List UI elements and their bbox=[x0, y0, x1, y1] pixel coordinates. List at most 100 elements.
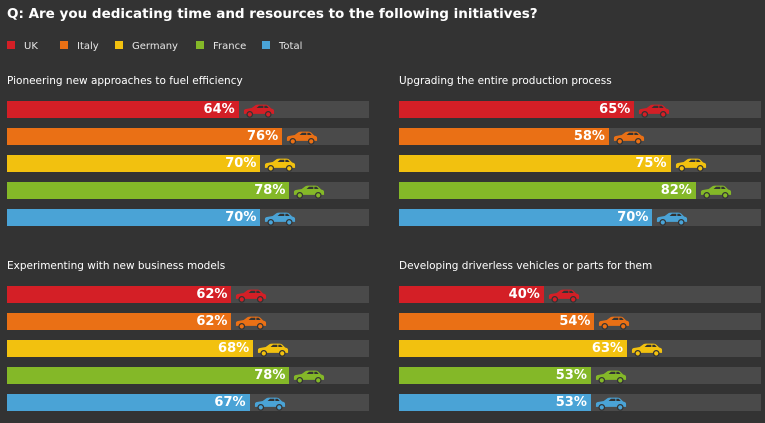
bar-value-label: 82% bbox=[660, 183, 692, 198]
car-icon bbox=[700, 185, 732, 199]
bar-value-label: 40% bbox=[508, 287, 540, 302]
bar-value-label: 70% bbox=[617, 210, 649, 225]
car-icon bbox=[595, 397, 627, 411]
chart-title: Experimenting with new business models bbox=[7, 260, 226, 272]
bar-row-france: 53% bbox=[399, 367, 761, 384]
car-icon bbox=[674, 158, 707, 172]
legend-label-total: Total bbox=[279, 41, 303, 52]
bar-total bbox=[399, 394, 591, 411]
bar-france bbox=[7, 182, 290, 199]
bar-value-label: 78% bbox=[254, 368, 286, 383]
car-icon bbox=[257, 343, 289, 357]
bar-row-italy: 76% bbox=[7, 128, 369, 145]
bar-value-label: 75% bbox=[635, 156, 667, 171]
bar-uk bbox=[7, 286, 232, 303]
bar-value-label: 63% bbox=[591, 341, 624, 356]
bar-row-italy: 62% bbox=[7, 313, 369, 330]
legend-item-uk: UK bbox=[7, 40, 38, 53]
bar-france bbox=[399, 367, 591, 384]
bar-row-italy: 58% bbox=[399, 128, 761, 145]
bar-italy bbox=[399, 313, 595, 330]
bar-total bbox=[399, 209, 653, 226]
bar-row-total: 67% bbox=[7, 394, 369, 411]
bar-france bbox=[7, 367, 290, 384]
legend-item-total: Total bbox=[262, 40, 302, 53]
bar-row-germany: 63% bbox=[399, 340, 761, 357]
bar-value-label: 67% bbox=[214, 395, 246, 410]
car-icon bbox=[264, 212, 297, 226]
bar-row-uk: 40% bbox=[399, 286, 761, 303]
chart-title: Pioneering new approaches to fuel effici… bbox=[7, 75, 243, 87]
bar-uk bbox=[7, 101, 239, 118]
legend-label-uk: UK bbox=[24, 41, 38, 52]
bar-italy bbox=[7, 128, 283, 145]
car-icon bbox=[595, 370, 627, 384]
car-icon bbox=[286, 131, 318, 145]
legend-swatch-total bbox=[262, 41, 270, 49]
car-icon bbox=[293, 185, 326, 199]
legend-label-italy: Italy bbox=[77, 41, 99, 52]
bar-value-label: 70% bbox=[225, 156, 257, 171]
bar-value-label: 53% bbox=[555, 395, 587, 410]
bar-value-label: 62% bbox=[196, 314, 228, 329]
bar-value-label: 65% bbox=[599, 102, 631, 117]
legend-swatch-france bbox=[196, 41, 204, 49]
question-title: Q: Are you dedicating time and resources… bbox=[7, 6, 538, 22]
bar-france bbox=[399, 182, 696, 199]
bar-total bbox=[7, 209, 261, 226]
legend-item-italy: Italy bbox=[60, 40, 99, 53]
bar-germany bbox=[7, 340, 254, 357]
car-icon bbox=[242, 104, 275, 118]
car-icon bbox=[638, 104, 670, 118]
chart-panel-experimenting-with-new: Experimenting with new business models 62… bbox=[7, 260, 373, 420]
chart-title: Developing driverless vehicles or parts … bbox=[399, 260, 653, 272]
bar-value-label: 58% bbox=[573, 129, 605, 144]
legend-swatch-uk bbox=[7, 41, 15, 49]
car-icon bbox=[235, 289, 268, 303]
legend-label-france: France bbox=[213, 41, 247, 52]
bar-row-total: 70% bbox=[399, 209, 761, 226]
bar-value-label: 78% bbox=[254, 183, 286, 198]
bar-value-label: 62% bbox=[196, 287, 228, 302]
bar-row-france: 78% bbox=[7, 182, 369, 199]
car-icon bbox=[656, 212, 689, 226]
bar-row-total: 70% bbox=[7, 209, 369, 226]
car-icon bbox=[235, 316, 268, 330]
car-icon bbox=[253, 397, 286, 411]
bar-row-germany: 70% bbox=[7, 155, 369, 172]
car-icon bbox=[293, 370, 326, 384]
bar-row-germany: 75% bbox=[399, 155, 761, 172]
bar-value-label: 70% bbox=[225, 210, 257, 225]
bar-row-italy: 54% bbox=[399, 313, 761, 330]
bar-germany bbox=[7, 155, 261, 172]
bar-total bbox=[7, 394, 250, 411]
bar-value-label: 68% bbox=[218, 341, 250, 356]
bar-row-total: 53% bbox=[399, 394, 761, 411]
bar-value-label: 76% bbox=[246, 129, 279, 144]
legend-label-germany: Germany bbox=[132, 41, 178, 52]
bar-row-germany: 68% bbox=[7, 340, 369, 357]
bar-value-label: 64% bbox=[203, 102, 235, 117]
car-icon bbox=[264, 158, 297, 172]
bar-uk bbox=[399, 286, 544, 303]
legend-swatch-germany bbox=[115, 41, 123, 49]
legend-swatch-italy bbox=[60, 41, 68, 49]
bar-row-uk: 64% bbox=[7, 101, 369, 118]
chart-title: Upgrading the entire production process bbox=[399, 75, 612, 87]
bar-germany bbox=[399, 155, 671, 172]
car-icon bbox=[613, 131, 645, 145]
legend-item-germany: Germany bbox=[115, 40, 178, 53]
bar-row-uk: 65% bbox=[399, 101, 761, 118]
car-icon bbox=[548, 289, 580, 303]
car-icon bbox=[598, 316, 631, 330]
legend-item-france: France bbox=[196, 40, 246, 53]
bar-italy bbox=[399, 128, 609, 145]
bar-row-uk: 62% bbox=[7, 286, 369, 303]
bar-row-france: 82% bbox=[399, 182, 761, 199]
bar-uk bbox=[399, 101, 635, 118]
bar-germany bbox=[399, 340, 628, 357]
chart-panel-upgrading-the-entire: Upgrading the entire production process 6… bbox=[399, 75, 765, 235]
chart-panel-pioneering-new-approaches: Pioneering new approaches to fuel effici… bbox=[7, 75, 373, 235]
bar-value-label: 53% bbox=[555, 368, 587, 383]
bar-value-label: 54% bbox=[559, 314, 591, 329]
